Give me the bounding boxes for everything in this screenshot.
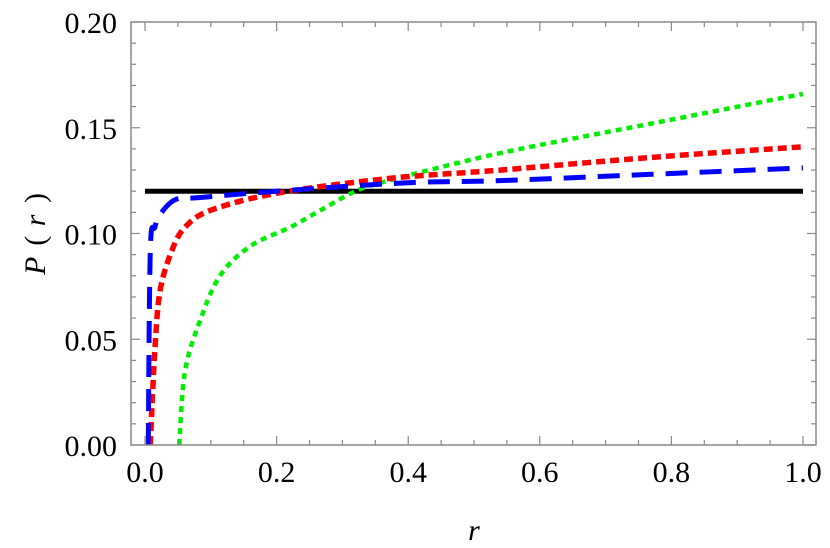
x-tick-label: 0.8 xyxy=(653,456,691,489)
y-axis-label: P ( r ) xyxy=(19,193,52,276)
y-axis-label-open: ( xyxy=(19,236,52,246)
x-tick-label: 0.2 xyxy=(258,456,296,489)
x-axis-label: r xyxy=(468,514,480,547)
y-axis-label-var: r xyxy=(19,214,52,226)
series-red-dotted xyxy=(147,144,804,446)
y-tick-label: 0.05 xyxy=(65,324,118,357)
x-tick-label: 0.0 xyxy=(126,456,164,489)
x-tick-label: 1.0 xyxy=(784,456,822,489)
y-tick-label: 0.10 xyxy=(65,219,118,252)
y-tick-label: 0.00 xyxy=(65,430,118,463)
axis-ticks xyxy=(131,21,816,446)
plot-curves xyxy=(145,91,804,446)
y-axis-label-func: P xyxy=(19,257,52,276)
y-axis-label-close: ) xyxy=(19,193,52,203)
x-tick-label: 0.4 xyxy=(389,456,427,489)
series-blue-dashed xyxy=(145,165,804,446)
series-green-dotted xyxy=(176,91,804,446)
plot-frame xyxy=(130,21,817,446)
y-tick-labels: 0.00 0.05 0.10 0.15 0.20 xyxy=(65,7,118,463)
x-tick-labels: 0.0 0.2 0.4 0.6 0.8 1.0 xyxy=(126,456,822,489)
y-tick-label: 0.15 xyxy=(65,113,118,146)
y-tick-label: 0.20 xyxy=(65,7,118,40)
x-tick-label: 0.6 xyxy=(521,456,559,489)
svg-text:P ( r ): P ( r ) xyxy=(19,193,52,276)
